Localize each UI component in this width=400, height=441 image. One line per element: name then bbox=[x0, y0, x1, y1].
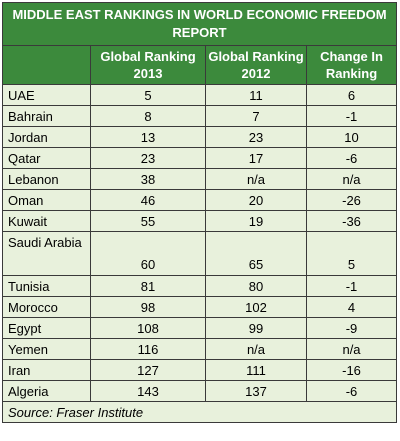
change-cell: -26 bbox=[305, 189, 398, 211]
ranking-2012-cell: n/a bbox=[205, 338, 307, 360]
table-row: Yemen 116 n/a n/a bbox=[2, 338, 398, 360]
table-row: Kuwait 55 19 -36 bbox=[2, 210, 398, 232]
ranking-2012-cell: 137 bbox=[205, 380, 307, 402]
country-cell: Iran bbox=[2, 359, 91, 381]
table-title: MIDDLE EAST RANKINGS IN WORLD ECONOMIC F… bbox=[1, 2, 398, 46]
country-cell: Oman bbox=[2, 189, 91, 211]
ranking-2012-cell: 23 bbox=[205, 126, 307, 148]
rankings-table: MIDDLE EAST RANKINGS IN WORLD ECONOMIC F… bbox=[1, 2, 398, 423]
country-cell: Lebanon bbox=[2, 168, 91, 190]
ranking-2013-cell: 143 bbox=[90, 380, 206, 402]
ranking-2012-cell: n/a bbox=[205, 168, 307, 190]
ranking-2013-cell: 46 bbox=[90, 189, 206, 211]
ranking-2013-cell: 98 bbox=[90, 296, 206, 318]
table-row: Bahrain 8 7 -1 bbox=[2, 105, 398, 127]
ranking-2013-cell: 8 bbox=[90, 105, 206, 127]
column-header-2012: Global Ranking 2012 bbox=[205, 45, 307, 85]
country-cell: Jordan bbox=[2, 126, 91, 148]
ranking-2013-cell: 55 bbox=[90, 210, 206, 232]
change-cell: 4 bbox=[305, 296, 398, 318]
ranking-2012-cell: 20 bbox=[205, 189, 307, 211]
ranking-2012-cell: 65 bbox=[205, 231, 307, 276]
change-cell: -1 bbox=[305, 275, 398, 297]
change-cell: 10 bbox=[305, 126, 398, 148]
change-cell: -16 bbox=[305, 359, 398, 381]
table-body: UAE 5 11 6 Bahrain 8 7 -1 Jordan 13 23 10 Qatar 23 17-… bbox=[2, 84, 398, 402]
ranking-2013-cell: 81 bbox=[90, 275, 206, 297]
change-cell: 6 bbox=[305, 84, 398, 106]
country-cell: Tunisia bbox=[2, 275, 91, 297]
country-cell: Egypt bbox=[2, 317, 91, 339]
ranking-2013-cell: 5 bbox=[90, 84, 206, 106]
country-cell: Algeria bbox=[2, 380, 91, 402]
table-row: Lebanon 38 n/a n/a bbox=[2, 168, 398, 190]
table-row: Saudi Arabia 60 65 5 bbox=[2, 231, 398, 276]
country-cell: Kuwait bbox=[2, 210, 91, 232]
table-row: Qatar 23 17 -6 bbox=[2, 147, 398, 169]
country-cell: Bahrain bbox=[2, 105, 91, 127]
table-row: Iran 127 111 -16 bbox=[2, 359, 398, 381]
change-cell: -6 bbox=[305, 380, 398, 402]
change-cell: n/a bbox=[305, 168, 398, 190]
change-cell: -6 bbox=[305, 147, 398, 169]
ranking-2013-cell: 108 bbox=[90, 317, 206, 339]
country-cell: Morocco bbox=[2, 296, 91, 318]
ranking-2012-cell: 19 bbox=[205, 210, 307, 232]
change-cell: n/a bbox=[305, 338, 398, 360]
change-cell: -1 bbox=[305, 105, 398, 127]
country-cell: Qatar bbox=[2, 147, 91, 169]
country-cell: Saudi Arabia bbox=[2, 231, 91, 276]
country-cell: Yemen bbox=[2, 338, 91, 360]
rankings-table-container: MIDDLE EAST RANKINGS IN WORLD ECONOMIC F… bbox=[1, 2, 398, 423]
ranking-2013-cell: 127 bbox=[90, 359, 206, 381]
ranking-2012-cell: 7 bbox=[205, 105, 307, 127]
column-header-country bbox=[2, 45, 91, 85]
ranking-2013-cell: 13 bbox=[90, 126, 206, 148]
ranking-2013-cell: 60 bbox=[90, 231, 206, 276]
ranking-2012-cell: 11 bbox=[205, 84, 307, 106]
table-row: Algeria 143 137 -6 bbox=[2, 380, 398, 402]
ranking-2013-cell: 23 bbox=[90, 147, 206, 169]
ranking-2012-cell: 17 bbox=[205, 147, 307, 169]
column-header-2013: Global Ranking 2013 bbox=[90, 45, 206, 85]
ranking-2012-cell: 80 bbox=[205, 275, 307, 297]
table-row: Egypt 108 99 -9 bbox=[2, 317, 398, 339]
ranking-2013-cell: 116 bbox=[90, 338, 206, 360]
ranking-2012-cell: 102 bbox=[205, 296, 307, 318]
ranking-2012-cell: 99 bbox=[205, 317, 307, 339]
source-note: Source: Fraser Institute bbox=[1, 401, 398, 423]
table-row: Morocco 98 102 4 bbox=[2, 296, 398, 318]
ranking-2012-cell: 111 bbox=[205, 359, 307, 381]
table-row: Oman 46 20 -26 bbox=[2, 189, 398, 211]
table-row: Jordan 13 23 10 bbox=[2, 126, 398, 148]
ranking-2013-cell: 38 bbox=[90, 168, 206, 190]
table-row: UAE 5 11 6 bbox=[2, 84, 398, 106]
table-row: Tunisia 81 80 -1 bbox=[2, 275, 398, 297]
change-cell: 5 bbox=[305, 231, 398, 276]
change-cell: -36 bbox=[305, 210, 398, 232]
change-cell: -9 bbox=[305, 317, 398, 339]
country-cell: UAE bbox=[2, 84, 91, 106]
column-header-change: Change In Ranking bbox=[305, 45, 398, 85]
